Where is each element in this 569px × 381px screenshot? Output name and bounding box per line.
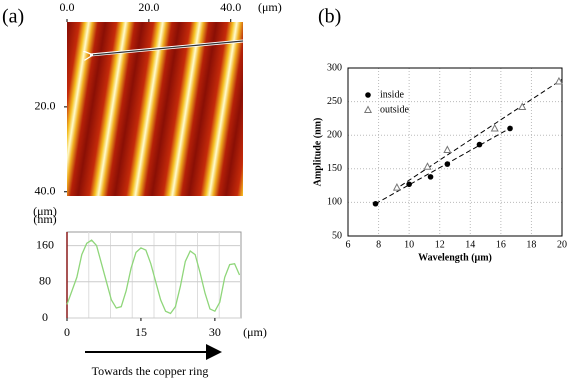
x-tick-label: 12 — [435, 239, 445, 250]
y-tick-label: 40.0 — [35, 184, 56, 198]
x-tick-label: 6 — [346, 239, 351, 250]
point — [554, 76, 563, 85]
x-tick-label: 16 — [496, 239, 506, 250]
point — [427, 174, 434, 180]
x-tick-label: 40.0 — [220, 0, 241, 14]
point — [490, 123, 499, 132]
x-tick-label: 20 — [557, 239, 567, 250]
x-tick-label: 30 — [209, 325, 221, 339]
x-tick-label: 14 — [465, 239, 475, 250]
x-tick-label: 10 — [404, 239, 414, 250]
y-tick-label: 250 — [327, 96, 342, 107]
point — [372, 200, 379, 207]
panel-label: (a) — [2, 6, 24, 28]
plot-frame — [347, 67, 563, 237]
afm-image — [67, 22, 243, 196]
y-tick-label: 50 — [332, 230, 342, 241]
point — [392, 183, 401, 191]
x-tick-label: 15 — [135, 325, 147, 339]
fit-line — [375, 126, 514, 205]
x-tick-label: 0 — [64, 325, 70, 339]
y-tick-label: 160 — [36, 237, 54, 251]
y-tick-label: 300 — [327, 62, 342, 73]
x-unit: (μm) — [243, 325, 267, 339]
y-tick-label: 150 — [327, 163, 342, 174]
y-tick-label: 0 — [42, 310, 48, 324]
point — [423, 162, 432, 170]
y-unit: (nm) — [33, 212, 56, 226]
x-tick-label: 8 — [376, 239, 381, 250]
y-unit: (μm) — [33, 204, 57, 218]
x-tick-label: 18 — [526, 239, 536, 250]
legend-marker — [365, 92, 371, 98]
fit-line — [393, 79, 563, 191]
panel-label: (b) — [318, 6, 341, 28]
y-tick-label: 20.0 — [35, 99, 56, 113]
x-axis-label: Wavelength (μm) — [418, 252, 492, 263]
x-tick-label: 20.0 — [138, 0, 159, 14]
y-tick-label: 80 — [39, 274, 51, 288]
legend-marker — [363, 105, 373, 113]
legend-label: outside — [380, 104, 409, 115]
legend-label: inside — [380, 89, 404, 100]
point — [444, 161, 451, 167]
x-tick-label: 0.0 — [60, 0, 75, 14]
point — [443, 145, 452, 153]
scan-line — [92, 40, 244, 55]
y-tick-label: 200 — [327, 129, 342, 140]
y-axis-label: Amplitude (nm) — [312, 118, 323, 187]
point — [507, 125, 513, 132]
annotation: Towards the copper ring — [92, 364, 209, 378]
point — [476, 141, 483, 148]
profile-line — [66, 239, 241, 315]
x-unit: (μm) — [258, 0, 282, 14]
point — [406, 181, 412, 188]
point — [518, 102, 527, 110]
y-tick-label: 100 — [327, 197, 342, 208]
